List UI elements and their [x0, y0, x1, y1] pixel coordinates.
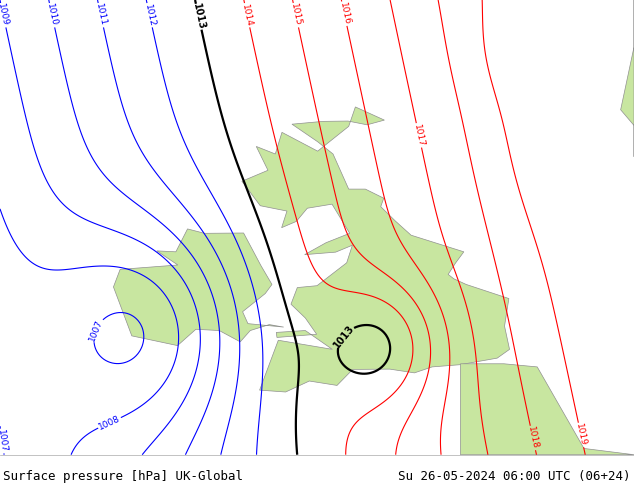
Text: 1019: 1019	[574, 423, 588, 447]
Text: 1009: 1009	[0, 3, 10, 27]
Text: 1015: 1015	[289, 3, 302, 27]
Text: 1012: 1012	[143, 3, 157, 27]
Text: 1011: 1011	[94, 3, 108, 27]
Text: 1017: 1017	[412, 123, 425, 147]
Polygon shape	[460, 364, 634, 455]
Polygon shape	[242, 107, 510, 392]
Text: 1007: 1007	[0, 429, 8, 453]
Text: 1018: 1018	[526, 426, 540, 450]
Text: Su 26-05-2024 06:00 UTC (06+24): Su 26-05-2024 06:00 UTC (06+24)	[398, 470, 631, 483]
Text: 1013: 1013	[191, 2, 207, 31]
Text: 1014: 1014	[240, 3, 254, 27]
Polygon shape	[113, 229, 283, 345]
Text: 1016: 1016	[337, 1, 351, 26]
Text: 1008: 1008	[97, 414, 122, 432]
Text: Surface pressure [hPa] UK-Global: Surface pressure [hPa] UK-Global	[3, 470, 243, 483]
Text: 1013: 1013	[332, 322, 356, 350]
Text: 1010: 1010	[45, 3, 59, 27]
Text: 1007: 1007	[87, 318, 105, 343]
Polygon shape	[621, 0, 634, 157]
